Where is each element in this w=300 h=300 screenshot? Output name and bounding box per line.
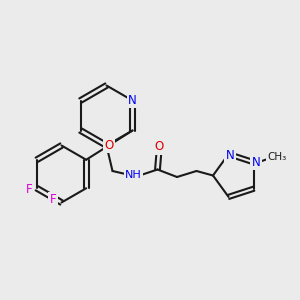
- Text: N: N: [252, 156, 260, 169]
- Text: F: F: [26, 183, 33, 196]
- Text: F: F: [50, 193, 56, 206]
- Text: O: O: [154, 140, 164, 154]
- Text: NH: NH: [125, 170, 142, 181]
- Text: N: N: [128, 94, 137, 107]
- Text: O: O: [105, 139, 114, 152]
- Text: CH₃: CH₃: [267, 152, 286, 162]
- Text: N: N: [226, 149, 234, 162]
